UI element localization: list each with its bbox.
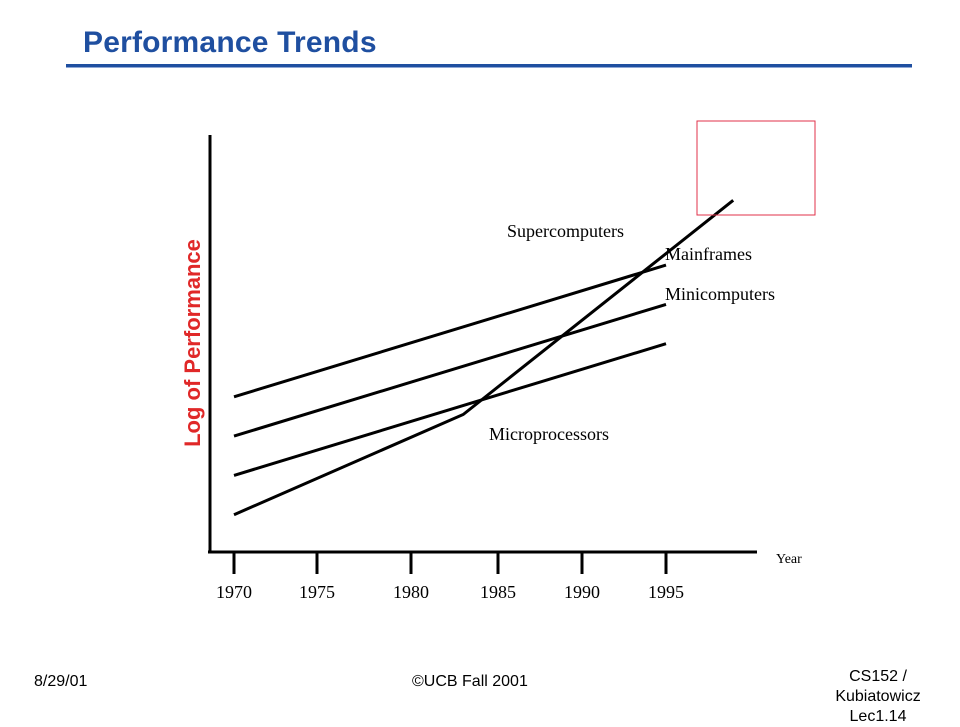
x-tick-label: 1995 <box>648 582 684 602</box>
series-line-microprocessors <box>233 199 735 517</box>
highlight-box <box>696 120 816 216</box>
series-label-mainframes: Mainframes <box>665 244 752 264</box>
x-ticks: 1970 1975 1980 1985 1990 1995 <box>216 552 684 602</box>
series-line-minicomputers <box>233 342 667 477</box>
series-line-supercomputers <box>233 263 667 399</box>
y-axis-label: Log of Performance <box>180 239 205 447</box>
slide-title: Performance Trends <box>83 26 377 59</box>
footer-date: 8/29/01 <box>34 673 88 690</box>
x-tick-label: 1985 <box>480 582 516 602</box>
series-label-supercomputers: Supercomputers <box>507 221 624 241</box>
x-tick-label: 1970 <box>216 582 252 602</box>
series-lines <box>233 199 735 517</box>
footer-lecture: Lec1.14 <box>849 708 907 725</box>
footer-course-info: CS152 / Kubiatowicz Lec1.14 <box>818 667 938 727</box>
footer-course: CS152 / Kubiatowicz <box>835 668 921 705</box>
x-tick-label: 1990 <box>564 582 600 602</box>
x-tick-label: 1975 <box>299 582 335 602</box>
title-underline <box>66 64 912 68</box>
footer-copyright: ©UCB Fall 2001 <box>412 673 528 690</box>
series-label-minicomputers: Minicomputers <box>665 284 775 304</box>
x-axis-label: Year <box>776 552 802 567</box>
series-label-microprocessors: Microprocessors <box>489 424 609 444</box>
x-tick-label: 1980 <box>393 582 429 602</box>
series-line-mainframes <box>233 302 667 438</box>
